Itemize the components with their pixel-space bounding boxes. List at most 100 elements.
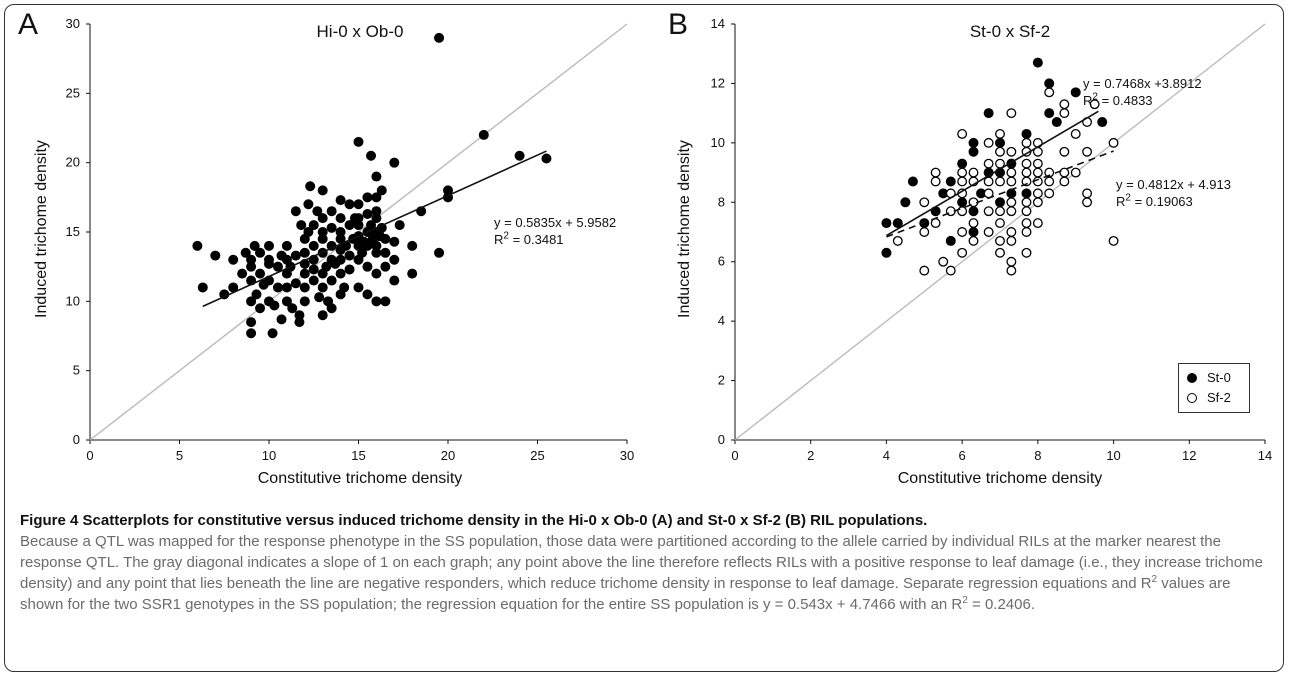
chart-b-regression-line-sf2 bbox=[886, 150, 1114, 238]
chart-b-point-sf2 bbox=[1059, 176, 1070, 187]
chart-a-point-data bbox=[314, 292, 325, 303]
chart-b-y-tick-label: 10 bbox=[711, 135, 725, 150]
chart-b-point-sf2 bbox=[1021, 197, 1032, 208]
chart-b-point-sf2 bbox=[919, 227, 930, 237]
chart-a-point-data bbox=[380, 261, 391, 272]
chart-a-point-data bbox=[317, 310, 328, 321]
chart-b-x-tick-label: 10 bbox=[1106, 448, 1120, 463]
chart-a-point-data bbox=[389, 254, 400, 265]
panel-a-xlabel: Constitutive trichome density bbox=[257, 470, 463, 487]
chart-b-x-tick-label: 6 bbox=[959, 448, 966, 463]
chart-a-x-tick-label: 0 bbox=[86, 448, 93, 463]
panel-a-r2-value: = 0.3481 bbox=[508, 232, 564, 247]
caption-title: Figure 4 Scatterplots for constitutive v… bbox=[20, 512, 928, 529]
chart-a-point-data bbox=[389, 157, 400, 168]
chart-a-y-tick-label: 30 bbox=[66, 16, 80, 31]
chart-a-point-data bbox=[366, 150, 377, 161]
chart-b-point-sf2 bbox=[1059, 108, 1070, 119]
caption-text-part2: values are shown for the two SSR1 genoty… bbox=[20, 575, 1231, 613]
chart-a-point-data bbox=[407, 240, 418, 251]
chart-a-x-tick-label: 15 bbox=[351, 448, 365, 463]
chart-a-x-tick-label: 5 bbox=[176, 448, 183, 463]
chart-a-point-data bbox=[308, 264, 319, 275]
panel-b-equation-st0: y = 0.7468x +3.8912 R2 = 0.4833 bbox=[1083, 75, 1202, 109]
chart-b-point-sf2 bbox=[1044, 176, 1055, 187]
chart-b-point-st0 bbox=[1044, 108, 1055, 119]
chart-a-point-data bbox=[362, 240, 373, 251]
chart-a-y-tick-label: 15 bbox=[66, 224, 80, 239]
chart-a-point-data bbox=[371, 296, 382, 307]
chart-b-point-st0 bbox=[1051, 117, 1062, 128]
chart-b-point-sf2 bbox=[1059, 99, 1070, 110]
chart-a-point-data bbox=[389, 236, 400, 247]
chart-b-point-sf2 bbox=[995, 158, 1005, 169]
chart-a-point-data bbox=[296, 220, 307, 231]
chart-a-point-data bbox=[353, 213, 364, 224]
chart-b-point-st0 bbox=[881, 218, 892, 229]
chart-a-point-data bbox=[376, 222, 387, 233]
chart-a-point-data bbox=[290, 278, 301, 289]
panel-b-legend: St-0 Sf-2 bbox=[1178, 363, 1250, 413]
chart-b-point-sf2 bbox=[1006, 108, 1017, 119]
chart-b-point-sf2 bbox=[957, 206, 968, 217]
chart-b-point-sf2 bbox=[957, 167, 968, 178]
chart-a-point-data bbox=[317, 213, 328, 224]
chart-b-point-sf2 bbox=[995, 235, 1005, 246]
chart-a-point-data bbox=[305, 181, 316, 192]
chart-a-y-tick-label: 25 bbox=[66, 85, 80, 100]
chart-b-point-sf2 bbox=[1006, 176, 1017, 187]
chart-a-point-data bbox=[290, 206, 301, 217]
panel-a-letter: A bbox=[18, 8, 39, 41]
chart-b-point-sf2 bbox=[1006, 206, 1017, 217]
chart-a-point-data bbox=[366, 220, 377, 231]
chart-a-point-data bbox=[299, 268, 310, 279]
panel-b-r2-sf2-line: R2 = 0.19063 bbox=[1116, 193, 1231, 210]
chart-b-y-tick-label: 6 bbox=[718, 254, 725, 269]
chart-a-point-data bbox=[344, 199, 355, 210]
chart-a-point-data bbox=[246, 328, 257, 339]
chart-b-point-sf2 bbox=[1021, 218, 1032, 229]
chart-a-point-data bbox=[228, 254, 239, 265]
chart-b-point-sf2 bbox=[1006, 227, 1017, 237]
chart-b-y-tick-label: 2 bbox=[718, 373, 725, 388]
chart-a-point-data bbox=[294, 310, 305, 321]
chart-a-point-data bbox=[255, 247, 266, 258]
chart-b-y-tick-label: 4 bbox=[718, 313, 725, 328]
chart-a-x-tick-label: 30 bbox=[620, 448, 634, 463]
chart-b-point-sf2 bbox=[1021, 247, 1032, 258]
chart-b-point-st0 bbox=[957, 158, 968, 169]
chart-b-point-sf2 bbox=[1021, 158, 1032, 169]
chart-a-point-data bbox=[362, 192, 373, 203]
chart-a-point-data bbox=[353, 282, 364, 293]
chart-a-point-data bbox=[443, 185, 453, 196]
caption-text-part3: = 0.2406. bbox=[967, 596, 1035, 613]
chart-b-point-sf2 bbox=[1108, 235, 1119, 246]
chart-b-point-sf2 bbox=[957, 247, 968, 258]
chart-a-point-data bbox=[255, 268, 266, 279]
legend-filled-circle-icon bbox=[1187, 372, 1197, 383]
chart-b-point-sf2 bbox=[983, 158, 994, 169]
chart-a-point-data bbox=[272, 261, 283, 272]
chart-a-point-data bbox=[362, 289, 373, 300]
chart-b-point-sf2 bbox=[1021, 206, 1032, 217]
chart-a-point-data bbox=[326, 303, 337, 314]
chart-a-point-data bbox=[434, 32, 445, 43]
chart-a-point-data bbox=[380, 247, 391, 258]
chart-b-point-sf2 bbox=[968, 218, 979, 229]
chart-b-x-tick-label: 2 bbox=[807, 448, 814, 463]
chart-a-point-data bbox=[394, 220, 405, 231]
chart-b-point-sf2 bbox=[968, 235, 979, 246]
chart-a-point-data bbox=[514, 150, 525, 161]
chart-b-point-st0 bbox=[976, 188, 987, 199]
chart-a-point-data bbox=[255, 303, 266, 314]
chart-b-point-sf2 bbox=[1070, 128, 1081, 139]
panel-b-r2-st0-value: = 0.4833 bbox=[1097, 93, 1153, 108]
panel-b-equation-st0-line: y = 0.7468x +3.8912 bbox=[1083, 76, 1202, 91]
chart-b-point-st0 bbox=[983, 108, 994, 119]
panel-b-r2-sf2-sup: 2 bbox=[1125, 192, 1131, 204]
panel-b-r2-st0-line: R2 = 0.4833 bbox=[1083, 92, 1202, 109]
chart-a-point-data bbox=[308, 275, 319, 286]
chart-b-point-st0 bbox=[930, 206, 941, 217]
chart-b-reference-diagonal bbox=[734, 23, 1266, 441]
chart-b-point-st0 bbox=[968, 227, 979, 237]
